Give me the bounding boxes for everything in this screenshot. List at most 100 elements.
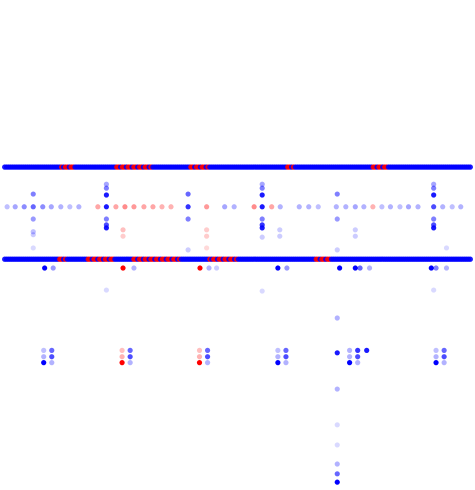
cluster-point [275, 354, 281, 360]
below-band-point [366, 265, 373, 271]
column-point [334, 191, 340, 197]
column-point [277, 233, 283, 239]
middle-row-point [131, 204, 137, 210]
middle-row-point [48, 204, 54, 210]
column-point [431, 225, 437, 231]
column-point [30, 245, 36, 251]
middle-row-point [30, 204, 36, 210]
cluster-point [49, 360, 55, 366]
column-point [259, 192, 265, 198]
middle-row-point [168, 204, 174, 210]
below-band-point [42, 265, 48, 271]
middle-row-point [370, 204, 376, 210]
cluster-point [347, 354, 353, 360]
column-point [103, 181, 109, 187]
middle-row-point [397, 204, 403, 210]
lower-band-point [467, 256, 473, 262]
column-point [259, 185, 265, 191]
column-point [352, 233, 358, 239]
upper-band-point [467, 164, 473, 170]
point-layer [4, 181, 464, 485]
middle-row-point [415, 204, 421, 210]
column-point [259, 234, 265, 240]
column-point [103, 192, 109, 198]
middle-row-point [343, 204, 349, 210]
middle-row-point [306, 204, 312, 210]
cluster-point [119, 360, 125, 366]
below-band-point [275, 265, 281, 271]
cluster-point [119, 354, 125, 360]
cluster-point [204, 347, 211, 353]
middle-row-point [277, 204, 283, 210]
cluster-point [196, 354, 203, 360]
column-point [120, 227, 126, 233]
column-point [431, 216, 437, 222]
cluster-point [127, 347, 133, 353]
column-point [103, 185, 109, 191]
middle-row-point [387, 204, 394, 210]
middle-row-point [150, 204, 156, 210]
cluster-point [433, 354, 439, 360]
cluster-point [49, 347, 55, 353]
column-point [334, 386, 340, 392]
middle-row-point [95, 204, 101, 210]
cluster-point [275, 360, 281, 366]
middle-row-point [40, 204, 46, 210]
cluster-point [433, 347, 439, 353]
column-point [334, 422, 340, 428]
column-point [431, 181, 437, 187]
middle-row-point [333, 204, 339, 210]
middle-row-point [431, 204, 437, 210]
cluster-point [355, 347, 361, 353]
column-point [259, 181, 265, 187]
middle-row-point [269, 204, 275, 210]
cluster-point [275, 347, 281, 353]
below-band-point [428, 265, 434, 271]
cluster-point [127, 354, 133, 360]
cluster-point [196, 347, 203, 353]
middle-row-point [449, 204, 455, 210]
cluster-point [441, 347, 447, 353]
middle-row-point [76, 204, 82, 210]
cluster-point [355, 354, 361, 360]
column-point [185, 191, 191, 197]
band-layer [2, 164, 473, 262]
cluster-point [49, 354, 55, 360]
column-point [259, 225, 265, 231]
column-point [120, 233, 126, 239]
middle-row-point [58, 204, 64, 210]
column-point [103, 287, 109, 293]
column-point [334, 442, 340, 448]
cluster-point [204, 360, 211, 366]
middle-row-point [458, 204, 464, 210]
column-point [334, 315, 340, 321]
column-point [334, 216, 340, 222]
column-point [259, 288, 265, 294]
cluster-point [355, 360, 361, 366]
middle-row-point [141, 204, 147, 210]
column-point [30, 216, 36, 222]
cluster-point [119, 347, 125, 353]
cluster-point [441, 354, 447, 360]
column-point [443, 245, 450, 251]
column-point [103, 225, 109, 231]
middle-row-point [251, 204, 257, 210]
middle-row-point [103, 204, 109, 210]
column-point [334, 479, 340, 485]
middle-row-point [352, 204, 358, 210]
column-point [30, 191, 36, 197]
below-band-point [214, 265, 220, 271]
below-band-point [337, 265, 343, 271]
column-point [431, 185, 437, 191]
cluster-point [41, 347, 47, 353]
middle-row-point [296, 204, 302, 210]
column-point [103, 216, 109, 222]
middle-row-point [67, 204, 73, 210]
middle-row-point [231, 204, 237, 210]
below-band-point [352, 265, 358, 271]
middle-row-point [185, 204, 191, 210]
middle-row-point [361, 204, 367, 210]
column-point [185, 216, 191, 222]
cluster-point [204, 354, 211, 360]
column-point [185, 247, 191, 253]
